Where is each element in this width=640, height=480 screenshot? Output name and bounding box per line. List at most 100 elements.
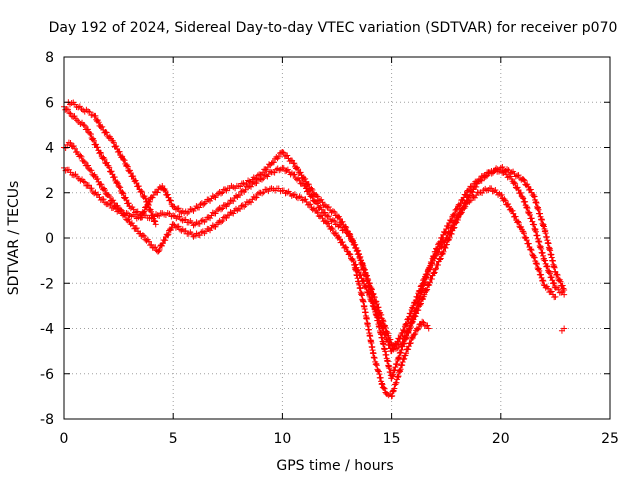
data-point-marker [263,166,270,173]
data-point-marker [162,187,169,194]
data-point-marker [66,109,73,116]
data-point-marker [122,194,129,201]
data-point-marker [141,232,148,239]
data-point-marker [297,169,304,176]
data-point-marker [401,340,408,347]
data-point-marker [100,196,107,203]
data-point-marker [350,238,357,245]
data-point-marker [237,183,244,190]
data-point-marker [222,202,229,209]
data-point-marker [390,371,397,378]
data-point-marker [521,177,528,184]
data-point-marker [528,247,535,254]
data-point-marker [81,122,88,129]
data-point-marker [438,244,445,251]
data-point-marker [88,167,95,174]
data-point-marker [412,313,419,320]
data-point-marker [347,231,354,238]
data-point-marker [511,179,518,186]
data-point-marker [352,241,359,248]
data-point-marker [139,232,146,239]
data-point-marker [402,321,409,328]
data-point-marker [471,194,478,201]
data-point-marker [539,277,546,284]
data-point-marker [198,217,205,224]
data-point-marker [205,196,212,203]
data-point-marker [399,362,406,369]
data-point-marker [85,126,92,133]
data-point-marker [318,196,325,203]
data-point-marker [394,360,401,367]
data-point-marker [314,200,321,207]
data-point-marker [309,187,316,194]
data-point-marker [392,381,399,388]
data-point-marker [490,188,497,195]
data-point-marker [443,241,450,248]
x-tick-label: 5 [169,431,178,447]
data-point-marker [209,209,216,216]
data-point-marker [202,216,209,223]
data-point-marker [164,232,171,239]
series-band-a [61,103,568,352]
data-point-marker [522,198,529,205]
data-point-marker [70,142,77,149]
data-point-marker [209,192,216,199]
data-point-marker [488,185,495,192]
data-point-marker [554,272,561,279]
data-point-marker [318,212,325,219]
data-point-marker [465,187,472,194]
data-point-marker [457,210,464,217]
data-point-marker [279,149,286,156]
data-point-marker [435,262,442,269]
series-band-d [65,99,568,400]
data-point-marker [397,335,403,342]
data-point-marker [447,217,454,224]
data-point-marker [546,270,553,277]
data-point-marker [347,251,354,258]
data-point-marker [101,199,108,206]
data-point-marker [548,274,555,281]
data-point-marker [429,260,436,267]
data-point-marker [463,197,470,204]
x-tick-label: 20 [492,431,510,447]
data-point-marker [71,113,78,120]
data-point-marker [395,354,402,361]
data-point-marker [325,220,332,227]
data-point-marker [343,224,350,231]
data-point-marker [130,173,137,180]
data-point-marker [232,192,239,199]
data-point-marker [415,325,422,332]
data-point-marker [412,299,419,306]
data-point-marker [498,191,505,198]
data-point-marker [329,208,336,215]
data-point-marker [339,218,346,225]
data-point-marker [525,183,532,190]
data-point-marker [308,185,315,192]
data-point-marker [430,270,437,277]
data-point-marker [121,157,128,164]
data-point-marker [524,205,531,212]
data-point-marker [373,360,380,367]
data-point-marker [431,269,438,276]
data-point-marker [336,236,343,243]
data-point-marker [512,180,519,187]
data-point-marker [124,163,131,170]
y-tick-label: 2 [45,186,54,202]
data-point-marker [557,278,564,285]
data-point-marker [135,183,142,190]
data-point-marker [395,373,402,380]
data-point-marker [253,175,260,182]
data-point-marker [146,207,153,214]
data-point-marker [145,202,152,209]
data-point-marker [78,153,85,160]
y-tick-label: 8 [45,50,54,66]
data-point-marker [440,248,447,255]
data-point-marker [254,172,261,179]
data-point-marker [224,201,231,208]
data-point-marker [175,205,182,212]
data-point-marker [207,215,214,222]
data-point-marker [291,160,298,167]
x-tick-label: 25 [601,431,619,447]
